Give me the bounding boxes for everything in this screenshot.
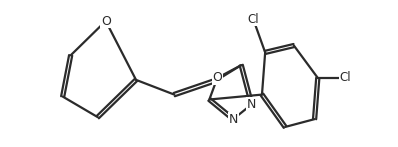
Text: N: N	[247, 98, 256, 111]
Text: Cl: Cl	[248, 12, 259, 26]
Text: O: O	[213, 71, 222, 84]
Text: Cl: Cl	[340, 71, 351, 84]
Text: N: N	[228, 113, 238, 126]
Text: O: O	[101, 15, 111, 27]
